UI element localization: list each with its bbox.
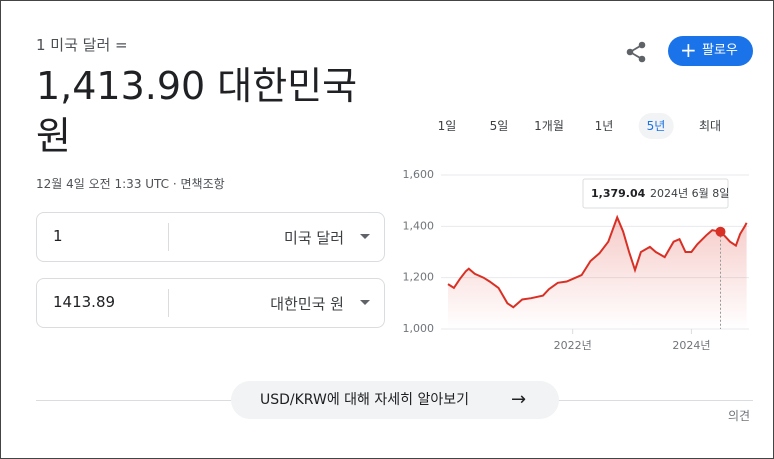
more-button[interactable]: USD/KRW에 대해 자세히 알아보기 → bbox=[231, 381, 559, 419]
y-tick-label: 1,000 bbox=[403, 322, 435, 335]
tooltip-date: 2024년 6월 8일 bbox=[650, 186, 729, 200]
follow-button[interactable]: + 팔로우 bbox=[668, 36, 753, 66]
currency-prefix: 1 미국 달러 = bbox=[36, 36, 128, 54]
area bbox=[448, 217, 747, 329]
range-tab[interactable]: 1일 bbox=[437, 119, 457, 133]
range-tab[interactable]: 5년 bbox=[638, 113, 674, 139]
range-tab[interactable]: 최대 bbox=[698, 119, 722, 133]
amount-input-box[interactable]: 1 미국 달러 bbox=[36, 212, 385, 262]
tooltip-value: 1,379.04 bbox=[591, 187, 646, 200]
amount-input-box[interactable]: 1413.89 대한민국 원 bbox=[36, 278, 385, 328]
share-icon[interactable] bbox=[625, 40, 649, 64]
x-tick-label: 2022년 bbox=[554, 339, 592, 352]
more-label: USD/KRW에 대해 자세히 알아보기 bbox=[260, 392, 469, 408]
y-tick-label: 1,600 bbox=[403, 168, 435, 181]
follow-label: 팔로우 bbox=[702, 43, 738, 58]
range-tab[interactable]: 1개월 bbox=[534, 119, 564, 133]
x-tick-label: 2024년 bbox=[672, 339, 710, 352]
y-tick-label: 1,200 bbox=[403, 271, 435, 284]
timestamp: 12월 4일 오전 1:33 UTC · 면책조항 bbox=[36, 177, 225, 191]
currency-select[interactable]: 대한민국 원 bbox=[270, 295, 344, 313]
hover-point bbox=[715, 226, 726, 237]
range-tab[interactable]: 5일 bbox=[489, 119, 509, 133]
converted-amount: 1,413.90 대한민국 원 bbox=[36, 64, 358, 158]
feedback-link[interactable]: 의견 bbox=[728, 409, 751, 423]
plus-icon: + bbox=[680, 38, 697, 62]
y-tick-label: 1,400 bbox=[403, 219, 435, 232]
chart: 1,000 1,200 1,400 1,600 2022년 2024년 1,379.04 20… bbox=[403, 168, 749, 352]
amount-input[interactable]: 1413.89 bbox=[53, 293, 116, 311]
line bbox=[447, 214, 748, 309]
range-tab[interactable]: 1년 bbox=[594, 119, 614, 133]
amount-input[interactable]: 1 bbox=[53, 227, 63, 245]
currency-select[interactable]: 미국 달러 bbox=[284, 229, 344, 247]
tooltip-box bbox=[582, 178, 729, 209]
arrow-icon: → bbox=[511, 389, 527, 410]
